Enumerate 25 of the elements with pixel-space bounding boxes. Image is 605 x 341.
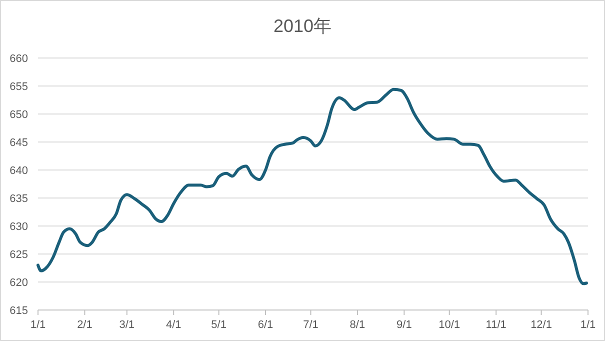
x-tick-label: 1/1 [580,319,596,331]
y-tick-label: 660 [10,53,28,65]
y-tick-label: 645 [10,137,28,149]
x-tick-label: 9/1 [396,319,412,331]
x-tick-label: 8/1 [350,319,366,331]
y-tick-label: 650 [10,109,28,121]
x-tick-label: 4/1 [166,319,182,331]
x-tick-label: 11/1 [486,319,506,331]
chart-title: 2010年 [273,16,332,36]
line-series [36,88,588,286]
y-tick-label: 615 [10,305,28,317]
x-tick-label: 12/1 [530,319,552,331]
x-tick-label: 3/1 [119,319,135,331]
y-tick-label: 635 [10,193,28,205]
x-tick-label: 5/1 [211,319,226,331]
x-tick-label: 2/1 [77,319,92,331]
y-tick-label: 640 [10,165,28,177]
y-tick-label: 630 [10,221,28,233]
y-tick-label: 625 [10,249,28,261]
x-tick-label: 6/1 [258,319,274,331]
y-tick-label: 655 [10,81,28,93]
x-tick-label: 1/1 [30,319,46,331]
x-tick-label: 10/1 [438,319,460,331]
x-tick-label: 7/1 [303,319,318,331]
y-tick-label: 620 [10,277,28,289]
